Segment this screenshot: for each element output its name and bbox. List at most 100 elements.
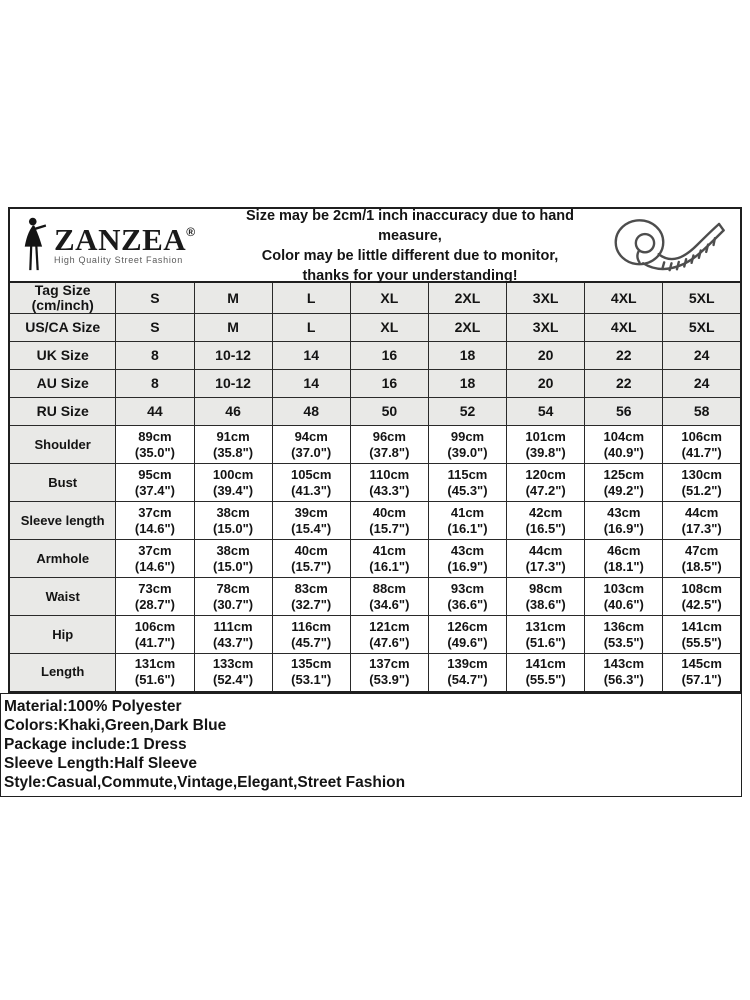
measure-cm: 95cm <box>138 466 172 482</box>
measure-inch: (49.2") <box>603 482 644 498</box>
measure-value-cell: 38cm (15.0") <box>193 539 273 578</box>
measure-row: Shoulder 89cm (35.0") 91cm (35.8") 94cm (37.0"… <box>8 425 742 464</box>
measure-value-cell: 108cm (42.5") <box>662 577 742 616</box>
size-value-cell: 14 <box>271 341 351 370</box>
measure-inch: (39.4") <box>213 482 254 498</box>
size-value-cell: 50 <box>349 397 429 426</box>
measure-inch: (43.7") <box>213 634 254 650</box>
measure-value-cell: 96cm (37.8") <box>349 425 429 464</box>
measure-inch: (39.8") <box>525 444 566 460</box>
measure-inch: (40.6") <box>603 596 644 612</box>
measure-cm: 101cm <box>525 428 566 444</box>
measure-row: Armhole 37cm (14.6") 38cm (15.0") 40cm (15.7")… <box>8 539 742 578</box>
measure-inch: (18.5") <box>681 558 722 574</box>
measure-cm: 44cm <box>529 542 563 558</box>
measure-inch: (17.3") <box>681 520 722 536</box>
size-row: US/CA Size S M L XL 2XL 3XL 4XL 5XL <box>8 313 742 342</box>
measure-cm: 105cm <box>290 466 332 482</box>
measure-inch: (56.3") <box>603 672 644 688</box>
row-label-line: Tag Size <box>34 282 91 298</box>
measure-cm: 73cm <box>138 580 172 596</box>
measure-inch: (15.7") <box>291 558 332 574</box>
measure-cm: 41cm <box>372 542 406 558</box>
measure-value-cell: 44cm (17.3") <box>662 501 742 540</box>
measure-cm: 121cm <box>369 618 410 634</box>
measure-value-cell: 42cm (16.5") <box>506 501 586 540</box>
detail-colors: Colors:Khaki,Green,Dark Blue <box>4 716 227 734</box>
row-label: Shoulder <box>8 425 117 464</box>
measure-value-cell: 99cm (39.0") <box>427 425 508 464</box>
measure-cm: 91cm <box>216 428 250 444</box>
measure-inch: (15.4") <box>291 520 332 536</box>
row-label-line: AU Size <box>36 375 89 391</box>
row-label: Tag Size (cm/inch) <box>8 281 117 314</box>
measure-inch: (16.1") <box>369 558 410 574</box>
measure-cm: 145cm <box>681 656 722 672</box>
measure-cm: 96cm <box>372 428 406 444</box>
measure-value-cell: 47cm (18.5") <box>662 539 742 578</box>
measure-inch: (51.6") <box>134 672 175 688</box>
measure-inch: (42.5") <box>681 596 722 612</box>
measure-value-cell: 43cm (16.9") <box>584 501 664 540</box>
row-label: Waist <box>8 577 117 616</box>
size-table: Tag Size (cm/inch) S M L XL 2XL 3XL 4XL 5XL US/CA … <box>8 281 742 693</box>
measure-inch: (39.0") <box>447 444 488 460</box>
measure-value-cell: 93cm (36.6") <box>427 577 508 616</box>
measure-inch: (15.7") <box>369 520 410 536</box>
registered-mark: ® <box>186 225 196 239</box>
measure-value-cell: 106cm (41.7") <box>662 425 742 464</box>
measure-cm: 37cm <box>138 504 172 520</box>
measure-inch: (41.7") <box>134 634 175 650</box>
measure-cm: 41cm <box>450 504 485 520</box>
size-value-cell: 18 <box>427 369 508 398</box>
measure-cm: 104cm <box>603 428 645 444</box>
measure-value-cell: 141cm (55.5") <box>662 615 742 654</box>
measure-value-cell: 46cm (18.1") <box>584 539 664 578</box>
brand-tagline: High Quality Street Fashion <box>54 255 183 265</box>
size-value-cell: 4XL <box>584 313 664 342</box>
measure-cm: 137cm <box>369 656 410 672</box>
row-label: RU Size <box>8 397 117 426</box>
measure-cm: 93cm <box>450 580 485 596</box>
row-label: Sleeve length <box>8 501 117 540</box>
measure-cm: 98cm <box>529 580 563 596</box>
measure-value-cell: 106cm (41.7") <box>115 615 195 654</box>
measure-value-cell: 40cm (15.7") <box>349 501 429 540</box>
size-value-cell: XL <box>349 281 429 314</box>
measure-row: Sleeve length 37cm (14.6") 38cm (15.0") 39cm(… <box>8 501 742 540</box>
measure-value-cell: 100cm (39.4") <box>193 463 273 502</box>
row-label: Hip <box>8 615 117 654</box>
measure-cm: 78cm <box>216 580 250 596</box>
measure-row: Length 131cm (51.6") 133cm (52.4") 135cm (53.1… <box>8 653 742 692</box>
size-value-cell: S <box>115 281 195 314</box>
measure-cm: 43cm <box>607 504 641 520</box>
measure-value-cell: 104cm (40.9") <box>584 425 664 464</box>
measure-cm: 106cm <box>134 618 176 634</box>
size-value-cell: 22 <box>584 369 664 398</box>
measure-inch: (53.9") <box>369 672 410 688</box>
size-value-cell: 8 <box>115 341 195 370</box>
measure-cm: 40cm <box>294 542 328 558</box>
measuring-tape-icon <box>592 213 740 277</box>
size-value-cell: 54 <box>506 397 586 426</box>
measure-cm: 110cm <box>369 466 410 482</box>
measure-inch: (47.6") <box>369 634 410 650</box>
measure-cm: 83cm <box>294 580 328 596</box>
size-value-cell: S <box>115 313 195 342</box>
size-value-cell: 8 <box>115 369 195 398</box>
measure-value-cell: 111cm (43.7") <box>193 615 273 654</box>
measure-value-cell: 121cm (47.6") <box>349 615 429 654</box>
measure-cm: 120cm <box>525 466 566 482</box>
size-value-cell: L <box>271 281 351 314</box>
size-value-cell: 3XL <box>506 281 586 314</box>
measure-value-cell: 131cm (51.6") <box>506 615 586 654</box>
header-box: ZANZEA® High Quality Street Fashion Size… <box>8 207 742 284</box>
measure-row: Hip 106cm (41.7") 111cm (43.7") 116cm (45.7") 1… <box>8 615 742 654</box>
measure-inch: (15.0") <box>213 520 254 536</box>
measure-value-cell: 136cm (53.5") <box>584 615 664 654</box>
measure-inch: (38.6") <box>525 596 566 612</box>
woman-silhouette-icon <box>20 216 50 274</box>
measure-value-cell: 38cm (15.0") <box>193 501 273 540</box>
measure-cm: 131cm <box>525 618 566 634</box>
